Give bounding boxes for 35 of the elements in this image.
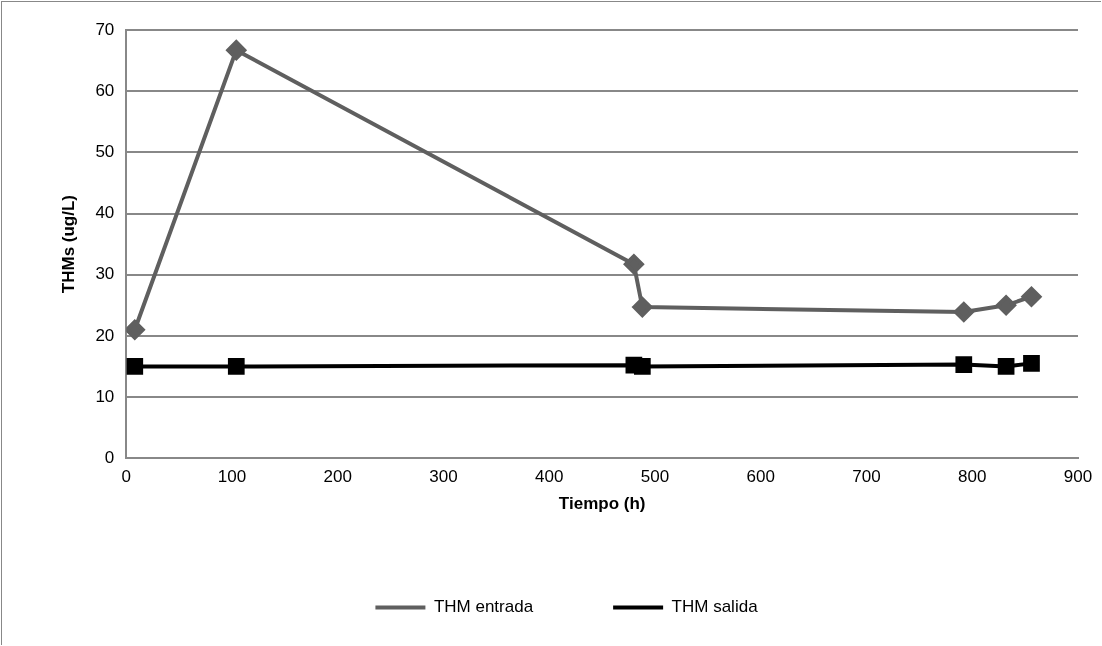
point	[955, 356, 973, 373]
x-tick-label: 900	[1063, 467, 1093, 487]
point	[126, 319, 145, 340]
y-tick-label: 20	[95, 325, 115, 345]
y-tick-label: 70	[95, 19, 115, 39]
x-tick-label: 0	[121, 467, 132, 487]
point	[623, 254, 644, 275]
y-axis-title: THMs (ug/L)	[58, 195, 78, 294]
point	[126, 358, 144, 375]
y-tick-label: 50	[95, 142, 115, 162]
x-axis-title: Tiempo (h)	[558, 494, 646, 514]
point	[953, 302, 974, 322]
x-tick-label: 500	[640, 467, 670, 487]
point	[1023, 355, 1040, 372]
point	[632, 297, 653, 318]
x-tick-label: 400	[535, 467, 564, 487]
point	[997, 358, 1015, 375]
x-tick-label: 100	[217, 467, 247, 487]
y-tick-label: 0	[104, 447, 115, 467]
legend-label: THM entrada	[433, 597, 534, 617]
y-tick-label: 40	[95, 203, 115, 223]
y-tick-label: 10	[95, 386, 115, 406]
point	[226, 40, 247, 61]
x-tick-label: 700	[852, 467, 881, 487]
y-tick-label: 30	[95, 264, 115, 284]
x-tick-label: 600	[746, 467, 775, 487]
legend-label: THM salida	[671, 597, 759, 617]
y-tick-label: 60	[95, 80, 115, 100]
x-tick-label: 300	[429, 467, 458, 487]
x-tick-label: 200	[323, 467, 352, 487]
point	[227, 358, 245, 375]
point	[996, 295, 1017, 316]
x-tick-label: 800	[958, 467, 987, 487]
point	[1021, 286, 1042, 307]
point	[633, 358, 651, 375]
